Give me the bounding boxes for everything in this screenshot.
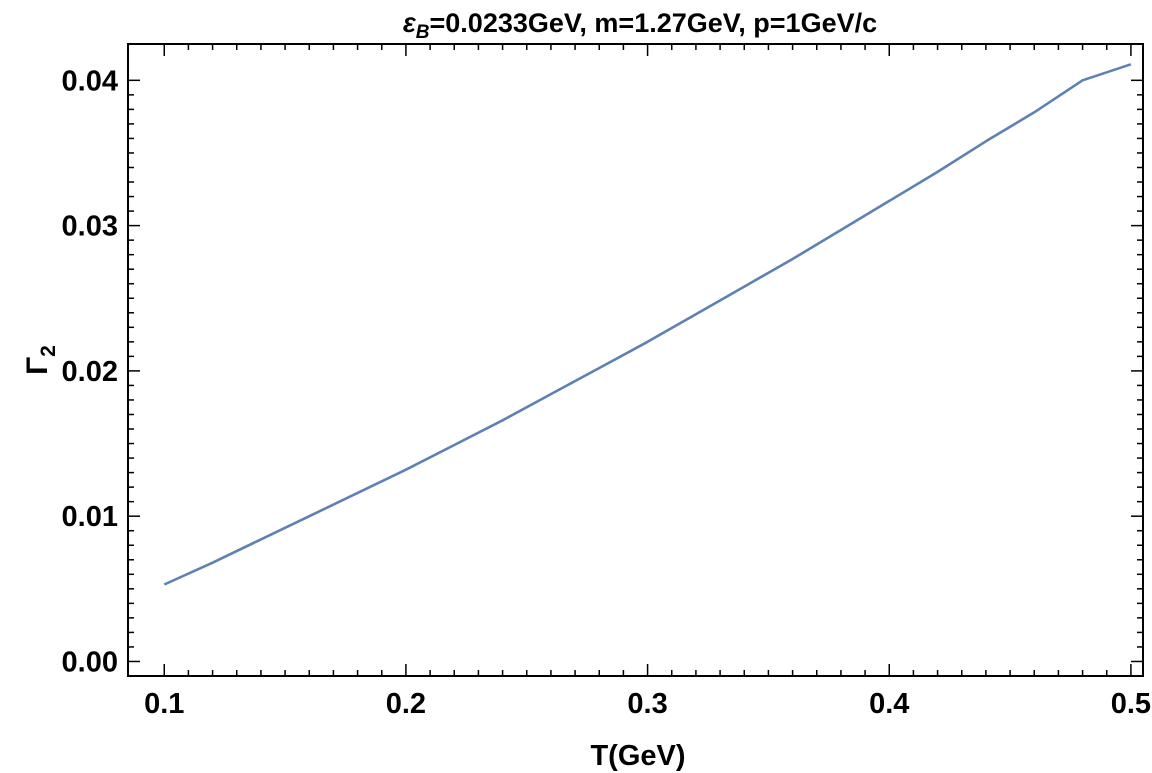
ticks (128, 44, 1143, 676)
y-tick-label: 0.03 (62, 211, 118, 243)
y-tick-label: 0.04 (62, 65, 118, 97)
y-axis-label: Γ2 (21, 345, 60, 375)
title-subscript: B (416, 22, 430, 43)
plot-frame (127, 43, 1144, 677)
title-rest: =0.0233GeV, m=1.27GeV, p=1GeV/c (430, 8, 878, 38)
y-label-subscript: 2 (37, 345, 60, 357)
series-group (163, 63, 1132, 586)
y-tick-label: 0.00 (62, 646, 118, 678)
y-label-symbol: Γ (21, 357, 54, 375)
x-tick-label: 0.1 (144, 688, 184, 720)
y-tick-labels: 0.00 0.01 0.02 0.03 0.04 (62, 65, 118, 678)
x-axis-label: T(GeV) (590, 740, 685, 772)
series-line (163, 63, 1132, 586)
x-tick-label: 0.5 (1111, 688, 1151, 720)
chart-title: εB=0.0233GeV, m=1.27GeV, p=1GeV/c (403, 8, 877, 43)
x-tick-label: 0.2 (386, 688, 426, 720)
x-tick-labels: 0.1 0.2 0.3 0.4 0.5 (144, 688, 1151, 720)
x-tick-label: 0.3 (627, 688, 667, 720)
y-tick-label: 0.02 (62, 356, 118, 388)
title-symbol: ε (403, 8, 417, 38)
x-tick-label: 0.4 (869, 688, 909, 720)
y-tick-label: 0.01 (62, 501, 118, 533)
